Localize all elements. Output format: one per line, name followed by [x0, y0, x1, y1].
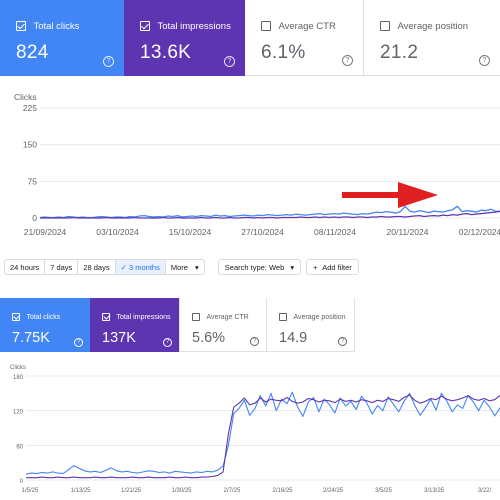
- add-icon: +: [313, 263, 318, 272]
- y-tick-label: 120: [13, 410, 24, 416]
- average-ctr-card[interactable]: Average CTR 5.6% ?: [179, 298, 267, 352]
- metric-label: Total clicks: [33, 21, 80, 33]
- clicks-chart-top: Clicks 0 75 150 225 21/09/2024 03/10/2024 15/10…: [14, 92, 500, 237]
- chevron-down-icon: ▾: [290, 263, 295, 272]
- metric-label: Average CTR: [206, 314, 249, 322]
- help-icon[interactable]: ?: [338, 337, 347, 346]
- average-position-card[interactable]: Average position 14.9 ?: [267, 298, 355, 352]
- average-ctr-card[interactable]: Average CTR 6.1% ?: [245, 0, 363, 76]
- bottom-performance-panel: Total clicks 7.75K ? Total impressions 1…: [0, 298, 500, 500]
- metric-label: Average position: [397, 21, 469, 33]
- help-icon[interactable]: ?: [103, 56, 114, 67]
- x-tick-label: 02/12/2024: [459, 227, 500, 237]
- x-tick-label: 2/16/25: [272, 488, 293, 494]
- metric-label: Average position: [293, 314, 346, 322]
- help-icon[interactable]: ?: [250, 337, 259, 346]
- x-tick-label: 15/10/2024: [169, 227, 212, 237]
- total-clicks-card[interactable]: Total clicks 824 ?: [0, 0, 124, 76]
- annotation-arrow-head: [398, 182, 438, 208]
- metric-value: 6.1%: [261, 42, 306, 63]
- x-tick-label: 03/10/2024: [96, 227, 139, 237]
- help-icon[interactable]: ?: [479, 55, 490, 66]
- range-label: 3 months: [128, 263, 160, 272]
- range-24-hours-button[interactable]: 24 hours: [4, 259, 45, 275]
- metric-label: Average CTR: [278, 21, 336, 33]
- search-type-label: Search type: Web: [224, 263, 285, 272]
- y-tick-label: 75: [28, 176, 38, 186]
- checkbox-checked-icon[interactable]: [102, 312, 110, 321]
- x-tick-label: 3/22/: [478, 488, 492, 494]
- checkbox-checked-icon[interactable]: [140, 20, 150, 31]
- add-filter-label: Add filter: [322, 263, 352, 272]
- more-ranges-button[interactable]: More ▾: [164, 259, 205, 275]
- x-tick-label: 3/5/25: [375, 488, 392, 494]
- metric-label: Total clicks: [26, 314, 61, 322]
- more-label: More: [170, 263, 188, 272]
- x-tick-label: 21/09/2024: [24, 227, 67, 237]
- help-icon[interactable]: ?: [342, 55, 353, 66]
- help-icon[interactable]: ?: [224, 56, 235, 67]
- average-position-card[interactable]: Average position 21.2 ?: [363, 0, 500, 76]
- checkbox-icon[interactable]: [279, 312, 287, 321]
- series-line-clicks: [39, 205, 500, 219]
- x-tick-label: 2/7/25: [224, 488, 241, 494]
- y-tick-label: 225: [23, 103, 37, 113]
- x-tick-label: 1/5/25: [22, 488, 39, 494]
- series-line-impressions: [40, 210, 500, 219]
- x-tick-label: 1/13/25: [70, 488, 91, 494]
- total-clicks-card[interactable]: Total clicks 7.75K ?: [0, 298, 90, 352]
- annotation-arrow-shaft: [342, 192, 402, 198]
- metric-value: 21.2: [380, 42, 419, 63]
- range-28-days-button[interactable]: 28 days: [77, 259, 115, 275]
- x-tick-label: 20/11/2024: [387, 227, 429, 237]
- checkbox-icon[interactable]: [380, 20, 390, 31]
- metric-value: 824: [16, 42, 49, 63]
- metric-value: 13.6K: [140, 42, 192, 63]
- metric-label: Total impressions: [157, 21, 231, 33]
- checkbox-icon[interactable]: [261, 20, 271, 31]
- checkbox-icon[interactable]: [192, 312, 200, 321]
- top-performance-panel: Total clicks 824 ? Total impressions 13.…: [0, 0, 500, 250]
- y-tick-label: 60: [16, 444, 23, 450]
- help-icon[interactable]: ?: [163, 338, 172, 347]
- range-7-days-button[interactable]: 7 days: [44, 259, 78, 275]
- series-line-impressions: [26, 394, 500, 479]
- total-impressions-card[interactable]: Total impressions 13.6K ?: [124, 0, 245, 76]
- x-tick-label: 1/21/25: [121, 488, 142, 494]
- y-axis-title: Clicks: [10, 365, 26, 371]
- metric-value: 137K: [102, 330, 136, 346]
- y-tick-label: 150: [23, 140, 37, 150]
- series-line-clicks: [25, 391, 500, 475]
- x-tick-label: 3/13/25: [424, 488, 445, 494]
- date-filter-bar: 24 hours 7 days 28 days ✓ 3 months More …: [4, 259, 359, 275]
- metric-value: 5.6%: [192, 330, 226, 346]
- x-tick-label: 08/11/2024: [314, 227, 356, 237]
- total-impressions-card[interactable]: Total impressions 137K ?: [90, 298, 179, 352]
- add-filter-button[interactable]: + Add filter: [306, 259, 359, 275]
- y-tick-label: 0: [32, 213, 37, 223]
- x-tick-label: 27/10/2024: [241, 227, 284, 237]
- metric-value: 7.75K: [12, 330, 50, 346]
- check-icon: ✓: [120, 263, 127, 272]
- y-tick-label: 0: [20, 479, 24, 485]
- checkbox-checked-icon[interactable]: [12, 312, 20, 321]
- help-icon[interactable]: ?: [74, 338, 83, 347]
- x-tick-label: 1/30/25: [171, 488, 192, 494]
- metric-label: Total impressions: [116, 314, 171, 322]
- clicks-chart-bottom: Clicks 0 60 120 180 1/5/25 1/13/25 1/21/25 1/30/…: [10, 365, 500, 494]
- y-axis-title: Clicks: [14, 92, 37, 102]
- metric-value: 14.9: [279, 330, 308, 346]
- x-tick-label: 2/24/25: [323, 488, 344, 494]
- y-tick-label: 180: [13, 375, 24, 381]
- range-3-months-button[interactable]: ✓ 3 months: [114, 259, 165, 275]
- checkbox-checked-icon[interactable]: [16, 20, 26, 31]
- chevron-down-icon: ▾: [195, 263, 199, 272]
- search-type-dropdown[interactable]: Search type: Web ▾: [217, 259, 302, 275]
